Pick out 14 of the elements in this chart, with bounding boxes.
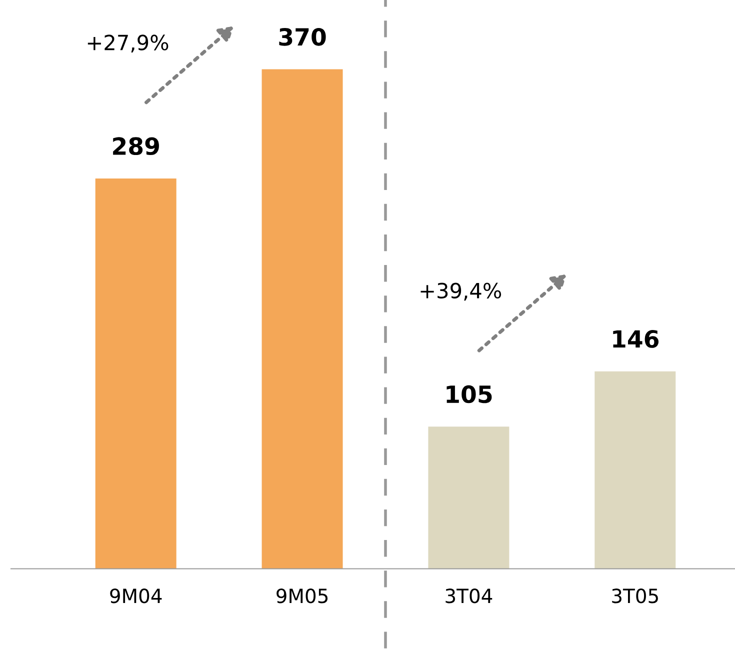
bar [428,426,510,569]
data-label: 146 [613,330,659,348]
data-label: 105 [446,385,492,404]
x-tick-label: 3T05 [612,588,658,604]
x-tick-label: 9M04 [110,588,162,604]
bar [262,69,343,569]
annotation: +39,4% [420,282,502,301]
data-label: 370 [279,28,326,46]
text: +27,9% [88,34,168,53]
bar [594,371,676,569]
x-tick-label: 3T04 [446,588,492,604]
data-label: 289 [113,137,159,156]
x-tick-label: 9M05 [276,588,328,604]
bar [95,178,176,569]
